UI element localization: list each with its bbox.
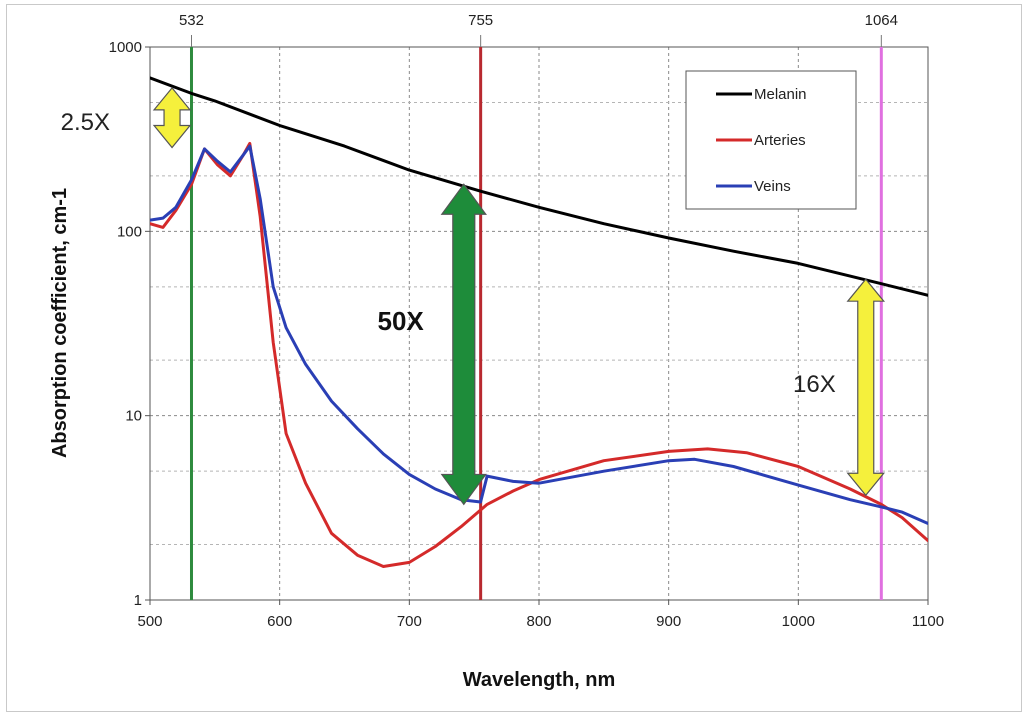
x-tick-label: 900 bbox=[656, 613, 681, 630]
y-tick-label: 100 bbox=[117, 223, 142, 240]
ratio-arrow bbox=[846, 278, 886, 497]
tick-labels: 500 600 700 800 900 1000 1100 1 10 100 1000 bbox=[109, 39, 945, 630]
x-tick-label: 500 bbox=[137, 613, 162, 630]
ratio-arrow-label: 16X bbox=[793, 371, 836, 398]
legend: Melanin Arteries Veins bbox=[685, 70, 857, 210]
wavelength-marker-label: 755 bbox=[468, 12, 493, 29]
legend-label-veins: Veins bbox=[754, 178, 791, 195]
series-line-veins bbox=[150, 144, 928, 525]
series-lines bbox=[150, 76, 928, 568]
x-tick-label: 600 bbox=[267, 613, 292, 630]
y-tick-label: 1 bbox=[134, 592, 142, 609]
x-tick-label: 1000 bbox=[782, 613, 815, 630]
x-tick-label: 800 bbox=[526, 613, 551, 630]
plot-area bbox=[149, 46, 929, 601]
y-tick-label: 1000 bbox=[109, 39, 142, 56]
ratio-arrows: 2.5X 50X 16X bbox=[61, 86, 886, 506]
legend-box bbox=[685, 70, 857, 210]
x-axis-title: Wavelength, nm bbox=[463, 669, 616, 691]
ratio-arrow bbox=[440, 183, 487, 506]
ratio-arrow-label: 2.5X bbox=[61, 109, 110, 136]
y-tick-label: 10 bbox=[125, 408, 142, 425]
wavelength-marker-label: 1064 bbox=[865, 12, 898, 29]
legend-label-melanin: Melanin bbox=[754, 86, 807, 103]
x-tick-label: 1100 bbox=[912, 613, 944, 630]
ratio-arrow bbox=[152, 86, 192, 149]
wavelength-markers: 532 755 1064 bbox=[179, 12, 898, 600]
ratio-arrow-label: 50X bbox=[378, 306, 425, 336]
series-line-arteries bbox=[150, 141, 928, 568]
wavelength-marker-label: 532 bbox=[179, 12, 204, 29]
x-tick-label: 700 bbox=[397, 613, 422, 630]
legend-label-arteries: Arteries bbox=[754, 132, 806, 149]
series-line-melanin bbox=[150, 76, 928, 297]
y-axis-title: Absorption coefficient, cm-1 bbox=[49, 188, 71, 458]
